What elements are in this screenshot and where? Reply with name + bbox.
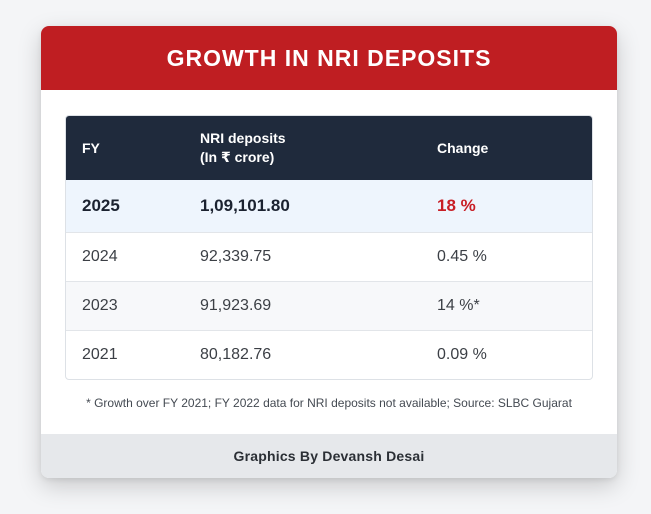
column-header-deposits: NRI deposits (In ₹ crore) [200, 116, 437, 180]
column-header-deposits-line1: NRI deposits [200, 130, 286, 146]
column-header-fy: FY [82, 139, 100, 156]
title-banner: GROWTH IN NRI DEPOSITS [41, 26, 617, 90]
deposits-table: FY NRI deposits (In ₹ crore) Change 2025… [65, 115, 593, 380]
cell-change: 18 % [437, 195, 476, 215]
cell-fy: 2023 [82, 296, 118, 314]
cell-deposits: 80,182.76 [200, 345, 272, 363]
cell-fy: 2021 [82, 345, 118, 363]
column-header-deposits-unit: (In ₹ crore) [200, 149, 275, 165]
footnote: * Growth over FY 2021; FY 2022 data for … [86, 396, 572, 410]
cell-deposits: 91,923.69 [200, 296, 272, 314]
cell-change: 0.09 % [437, 345, 487, 363]
cell-fy: 2025 [82, 195, 120, 215]
credit-text: Graphics By Devansh Desai [233, 448, 425, 464]
table-header-row: FY NRI deposits (In ₹ crore) Change [66, 116, 592, 180]
cell-change: 14 %* [437, 296, 480, 314]
infographic-card: GROWTH IN NRI DEPOSITS FY NRI deposits (… [41, 26, 617, 478]
cell-fy: 2024 [82, 247, 118, 265]
table-row: 2021 80,182.76 0.09 % [66, 330, 592, 379]
cell-deposits: 1,09,101.80 [200, 195, 290, 215]
cell-change: 0.45 % [437, 247, 487, 265]
table-row: 2024 92,339.75 0.45 % [66, 232, 592, 281]
credit-footer: Graphics By Devansh Desai [41, 434, 617, 478]
table-row: 2023 91,923.69 14 %* [66, 281, 592, 330]
cell-deposits: 92,339.75 [200, 247, 272, 265]
column-header-change: Change [437, 139, 489, 156]
page-title: GROWTH IN NRI DEPOSITS [166, 44, 492, 71]
table-row-highlighted: 2025 1,09,101.80 18 % [66, 180, 592, 232]
